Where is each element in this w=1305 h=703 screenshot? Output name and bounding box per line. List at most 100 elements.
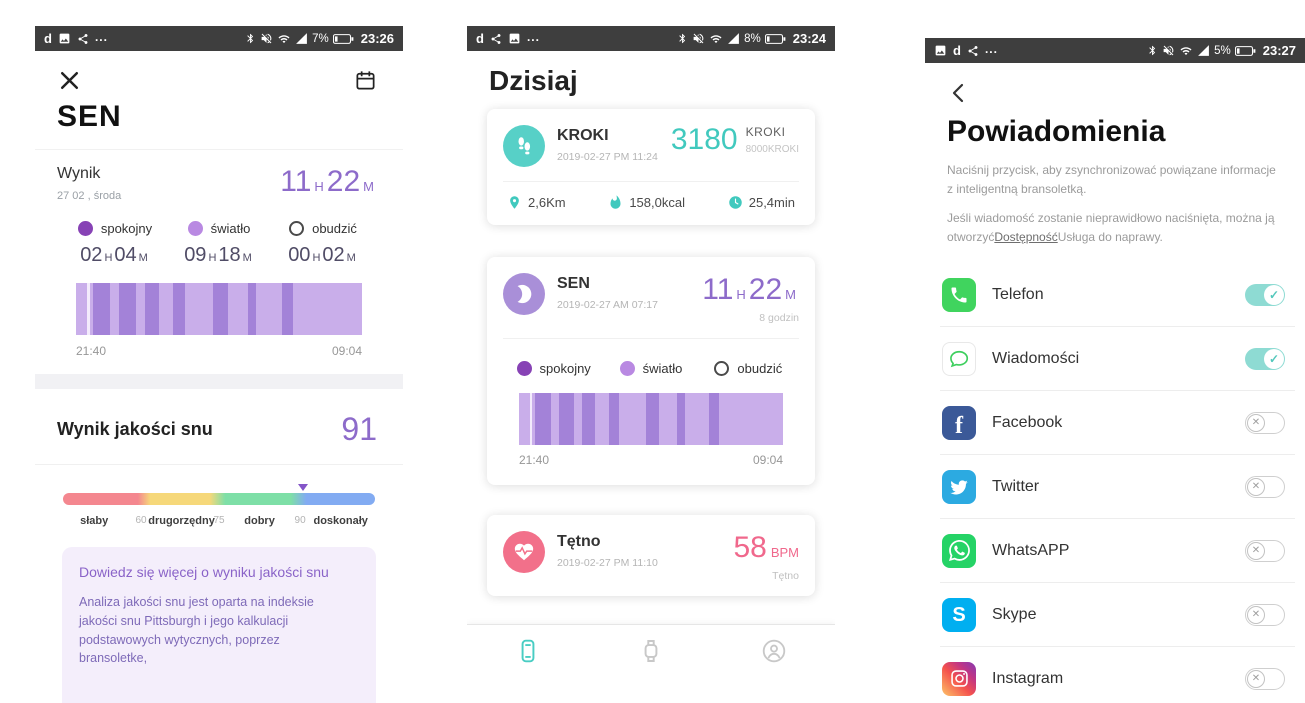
light-duration: 09 H 18 M (184, 244, 252, 266)
battery-percent: 8% (744, 32, 761, 45)
toggle-wiadomosci[interactable]: ✓ (1245, 347, 1285, 370)
steps-count: 3180 (670, 123, 738, 156)
toggle-twitter[interactable]: ✕ (1245, 475, 1285, 498)
list-item-twitter[interactable]: Twitter ✕ (940, 455, 1295, 520)
battery-icon (332, 33, 354, 45)
more-notifications-icon: ... (94, 29, 108, 44)
heart-rate-card[interactable]: Tętno 2019-02-27 PM 11:10 58 BPM Tętno (487, 515, 815, 596)
person-icon (762, 639, 785, 663)
list-item-wiadomosci[interactable]: Wiadomości ✓ (940, 327, 1295, 392)
bluetooth-icon (677, 32, 688, 45)
awake-duration: 00 H 02 M (288, 244, 356, 266)
quality-scale (63, 484, 375, 505)
sleep-title: SEN (557, 275, 590, 292)
sleep-card[interactable]: SEN 2019-02-27 AM 07:17 11 H 22 M 8 godzin … (487, 257, 815, 485)
sleep-phase-chart (519, 393, 783, 445)
battery-icon (764, 33, 786, 45)
sleep-total-time: 11 H 22 M (280, 165, 374, 198)
back-button[interactable] (947, 83, 971, 109)
card-divider (503, 338, 799, 339)
calendar-button[interactable] (354, 69, 377, 92)
sleep-start-time: 21:40 (76, 344, 107, 358)
info-body: Analiza jakości snu jest oparta na indek… (79, 595, 314, 666)
toggle-instagram[interactable]: ✕ (1245, 667, 1285, 690)
volume-muted-icon (260, 32, 273, 45)
sleep-durations: 02 H 04 M 09 H 18 M 00 H 02 M (63, 244, 375, 267)
bluetooth-icon (1147, 44, 1158, 57)
share-icon (490, 33, 502, 45)
legend-item-deep: spokojny (63, 221, 167, 236)
check-icon: ✓ (1264, 348, 1284, 369)
clock-text: 23:26 (360, 31, 394, 46)
status-bar: d ... 8% 23:24 (467, 26, 835, 51)
description-line-2: Jeśli wiadomość zostanie nieprawidłowo n… (947, 211, 1275, 244)
sleep-start-time: 21:40 (519, 453, 550, 467)
instagram-icon (942, 661, 976, 696)
app-d-icon: d (476, 31, 484, 46)
list-item-facebook[interactable]: f Facebook ✕ (940, 391, 1295, 456)
nav-activity-tab[interactable] (515, 638, 541, 664)
steps-title: KROKI (557, 127, 609, 144)
share-icon (77, 33, 89, 45)
clock-text: 23:27 (1262, 43, 1296, 58)
image-icon (508, 32, 521, 45)
steps-icon (503, 125, 545, 167)
sleep-time-range: 21:40 09:04 (76, 344, 362, 358)
wifi-icon (709, 33, 723, 45)
sleep-timestamp: 2019-02-27 AM 07:17 (557, 299, 658, 311)
list-item-skype[interactable]: S Skype ✕ (940, 583, 1295, 648)
quality-scale-labels: słaby 60 drugorzędny 75 dobry 90 doskona… (80, 515, 368, 527)
facebook-icon: f (942, 405, 976, 440)
list-item-telefon[interactable]: Telefon ✓ (940, 263, 1295, 328)
heart-title: Tętno (557, 533, 601, 550)
legend-item-awake: obudzić (271, 221, 375, 236)
clock-text: 23:24 (792, 31, 826, 46)
toggle-facebook[interactable]: ✕ (1245, 411, 1285, 434)
toggle-whatsapp[interactable]: ✕ (1245, 539, 1285, 562)
page-title: SEN (35, 93, 403, 150)
nav-profile-tab[interactable] (761, 638, 787, 664)
status-bar: d ... 7% 23:26 (35, 26, 403, 51)
awake-dot (289, 221, 305, 236)
cross-icon: ✕ (1247, 541, 1265, 560)
volume-muted-icon (692, 32, 705, 45)
sleep-goal: 8 godzin (759, 312, 799, 324)
sleep-time-range: 21:40 09:04 (519, 453, 783, 485)
duration-stat: 25,4min (728, 195, 795, 210)
heart-sub: Tętno (772, 570, 799, 582)
phone-icon (942, 277, 976, 312)
sleep-result: Wynik 27 02 , środa 11 H 22 M (35, 150, 403, 206)
signal-icon (727, 32, 740, 45)
screen-today-dashboard: d ... 8% 23:24 Dzisiaj (467, 26, 835, 677)
page-title: Powiadomienia (947, 115, 1166, 148)
wifi-icon (277, 33, 291, 45)
light-sleep-dot (619, 361, 635, 376)
steps-goal: 8000KROKI (745, 144, 799, 155)
light-sleep-dot (187, 221, 203, 236)
steps-card[interactable]: KROKI 2019-02-27 PM 11:24 3180 KROKI 800… (487, 109, 815, 225)
distance-stat: 2,6Km (507, 195, 566, 210)
list-item-whatsapp[interactable]: WhatsAPP ✕ (940, 519, 1295, 584)
toggle-skype[interactable]: ✕ (1245, 603, 1285, 626)
heart-value: 58 BPM Tętno (733, 531, 799, 582)
band-icon (521, 639, 535, 663)
close-button[interactable] (57, 68, 82, 93)
nav-device-tab[interactable] (638, 638, 664, 664)
bluetooth-icon (245, 32, 256, 45)
image-icon (58, 32, 71, 45)
check-icon: ✓ (1264, 284, 1284, 305)
heart-pulse-icon (503, 531, 545, 573)
moon-icon (503, 273, 545, 315)
heart-timestamp: 2019-02-27 PM 11:10 (557, 557, 658, 569)
screen-sleep-detail: d ... 7% 23:26 SEN Wynik 27 (35, 26, 403, 703)
duration-clock-icon (728, 196, 742, 209)
toggle-telefon[interactable]: ✓ (1245, 283, 1285, 306)
sleep-end-time: 09:04 (331, 344, 362, 358)
battery-percent: 7% (312, 32, 329, 45)
more-notifications-icon: ... (984, 41, 998, 56)
twitter-icon (942, 469, 976, 504)
list-item-instagram[interactable]: Instagram ✕ (940, 647, 1295, 703)
result-date: 27 02 , środa (57, 190, 122, 202)
accessibility-link[interactable]: Dostępność (994, 229, 1058, 244)
battery-icon (1234, 45, 1256, 57)
